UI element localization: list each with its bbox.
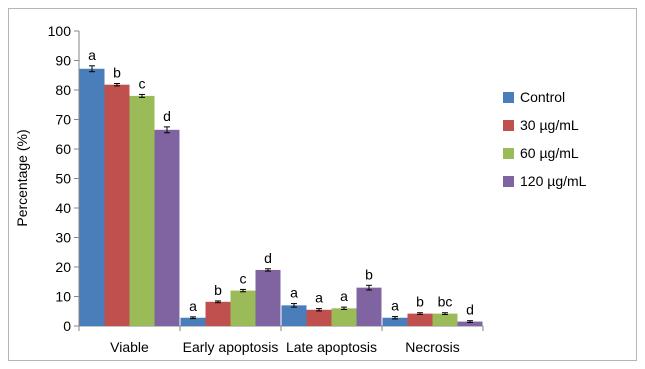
bar xyxy=(255,269,281,326)
significance-label: d xyxy=(264,250,272,266)
legend-swatch xyxy=(503,148,514,159)
significance-label: a xyxy=(340,288,348,304)
bar xyxy=(205,301,231,326)
bar xyxy=(79,68,105,326)
y-tick-label: 80 xyxy=(55,82,71,98)
significance-label: a xyxy=(391,298,399,314)
y-tick-label: 10 xyxy=(55,289,71,305)
bar xyxy=(129,95,155,327)
significance-label: b xyxy=(365,266,373,282)
bar xyxy=(306,309,332,326)
legend-swatch xyxy=(503,92,514,103)
significance-label: d xyxy=(466,302,474,318)
bar xyxy=(154,129,180,326)
bar xyxy=(457,321,483,326)
significance-label: a xyxy=(189,298,197,314)
y-axis-label: Percentage (%) xyxy=(14,129,30,226)
y-tick-label: 100 xyxy=(48,23,72,39)
y-tick-label: 70 xyxy=(55,112,71,128)
x-tick-label: Early apoptosis xyxy=(183,339,279,355)
chart-frame xyxy=(8,8,637,361)
legend: Control 30 µg/mL 60 µg/mL 120 µg/mL xyxy=(503,89,587,189)
legend-swatch xyxy=(503,176,514,187)
legend-swatch xyxy=(503,120,514,131)
bar xyxy=(180,317,206,326)
significance-label: bc xyxy=(438,294,453,310)
significance-label: a xyxy=(315,290,323,306)
bar xyxy=(281,305,307,326)
significance-label: a xyxy=(88,47,96,63)
x-tick-label: Necrosis xyxy=(405,339,459,355)
x-tick-label: Viable xyxy=(110,339,149,355)
y-tick-label: 40 xyxy=(55,200,71,216)
bar xyxy=(382,317,408,326)
significance-label: b xyxy=(113,65,121,81)
y-tick-label: 20 xyxy=(55,259,71,275)
significance-label: b xyxy=(416,294,424,310)
significance-label: c xyxy=(139,75,146,91)
y-tick-label: 90 xyxy=(55,53,71,69)
significance-label: a xyxy=(290,285,298,301)
legend-label: Control xyxy=(520,89,565,105)
significance-label: b xyxy=(214,282,222,298)
legend-label: 30 µg/mL xyxy=(520,117,579,133)
bar xyxy=(230,290,256,326)
bar xyxy=(432,313,458,326)
significance-label: d xyxy=(163,108,171,124)
bar xyxy=(104,84,130,326)
x-tick-label: Late apoptosis xyxy=(286,339,377,355)
bar xyxy=(407,313,433,326)
y-tick-label: 0 xyxy=(63,318,71,334)
y-tick-label: 50 xyxy=(55,171,71,187)
y-tick-label: 60 xyxy=(55,141,71,157)
legend-label: 60 µg/mL xyxy=(520,145,579,161)
legend-label: 120 µg/mL xyxy=(520,173,587,189)
axes: 0 10 20 30 40 50 60 70 80 90 100 Viable Early apopto… xyxy=(48,23,484,355)
bar xyxy=(356,287,382,326)
y-tick-label: 30 xyxy=(55,230,71,246)
bar xyxy=(331,308,357,326)
significance-label: c xyxy=(240,270,247,286)
